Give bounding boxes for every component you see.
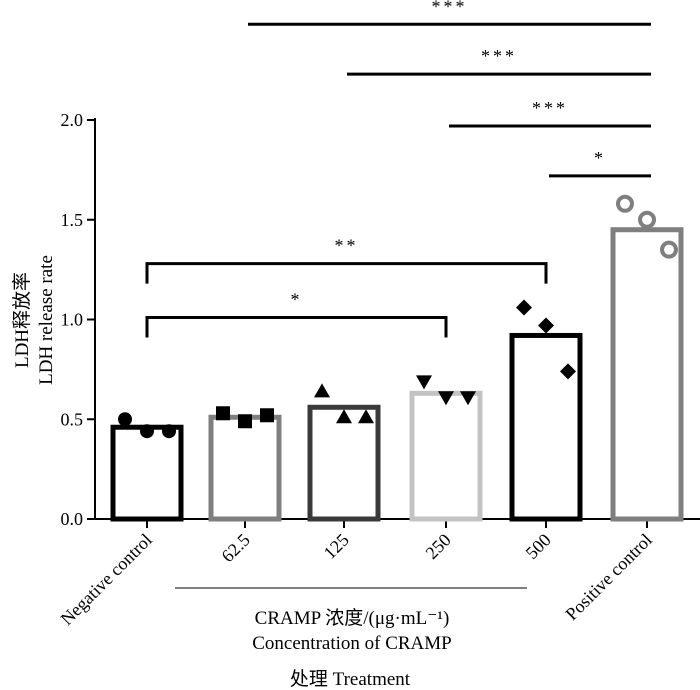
x-tick-label: 62.5 <box>217 530 253 566</box>
y-tick-label: 0.0 <box>61 509 84 529</box>
significance-bracket <box>145 262 548 284</box>
data-point <box>118 412 132 427</box>
data-points <box>118 194 678 439</box>
x-tick-label: Negative control <box>57 530 156 629</box>
bar <box>610 227 684 522</box>
y-axis: 0.0 0.5 1.0 1.5 2.0 <box>61 110 96 529</box>
group-label-en: Concentration of CRAMP <box>252 633 452 654</box>
data-point <box>516 299 532 316</box>
data-point <box>238 414 252 429</box>
significance-label: *** <box>432 0 468 16</box>
y-tick-label: 2.0 <box>61 110 84 130</box>
bars <box>110 227 684 522</box>
data-point <box>216 406 230 421</box>
data-point <box>638 210 656 229</box>
x-tick-label: Positive control <box>561 530 655 624</box>
bar <box>409 390 483 522</box>
bar <box>307 404 381 522</box>
x-tick-label: 125 <box>320 530 353 563</box>
y-tick-label: 1.0 <box>61 310 84 330</box>
data-point <box>416 375 432 390</box>
data-point <box>260 408 274 423</box>
x-tick-label: 250 <box>422 530 455 563</box>
bar <box>509 332 583 522</box>
data-point <box>336 409 352 424</box>
data-point <box>140 424 154 439</box>
significance-label: * <box>291 290 303 310</box>
bar <box>110 424 184 522</box>
y-axis-title-en: LDH release rate <box>36 255 57 385</box>
y-tick-label: 1.5 <box>61 210 84 230</box>
significance-annotations: ************* <box>145 0 651 338</box>
data-point <box>162 424 176 439</box>
group-label-cn: CRAMP 浓度/(μg·mL⁻¹) <box>255 607 450 629</box>
data-point <box>460 391 476 406</box>
significance-bracket <box>145 316 448 338</box>
y-axis-title-cn: LDH释放率 <box>11 272 33 368</box>
x-axis-title: 处理 Treatment <box>290 668 411 690</box>
x-tick-label: 500 <box>522 530 555 563</box>
data-point <box>314 383 330 398</box>
significance-label: ** <box>335 236 359 256</box>
data-point <box>560 363 576 380</box>
data-point <box>438 391 454 406</box>
significance-label: *** <box>481 46 517 66</box>
significance-label: *** <box>532 98 568 118</box>
y-tick-label: 0.5 <box>61 409 84 429</box>
significance-label: * <box>594 148 606 168</box>
data-point <box>538 317 554 334</box>
bar <box>208 414 282 522</box>
data-point <box>660 240 678 259</box>
data-point <box>616 194 634 213</box>
data-point <box>358 409 374 424</box>
